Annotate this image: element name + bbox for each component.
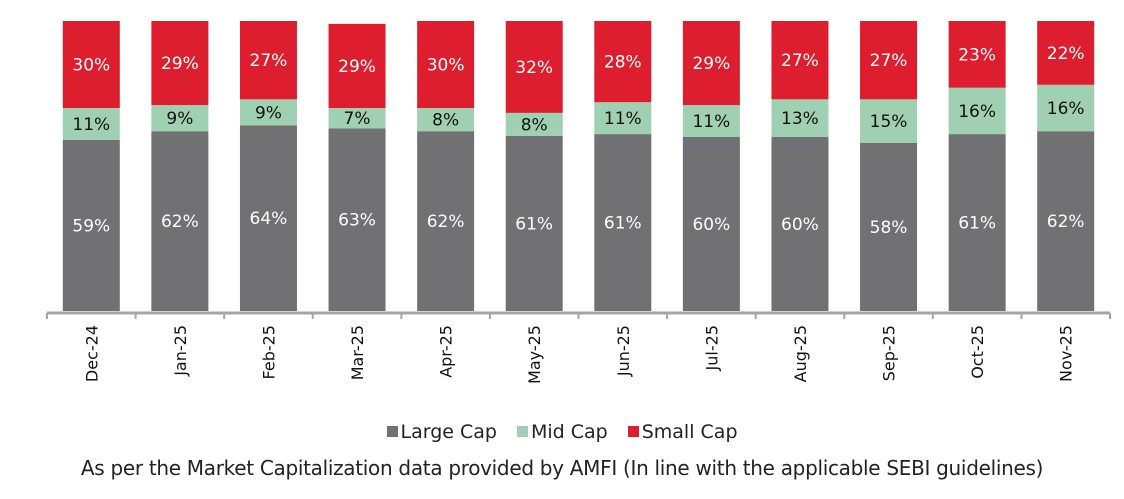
x-tick-label-dec-24: Dec-24 (82, 325, 101, 382)
bar-segment-mid-cap-may-25 (505, 112, 563, 136)
data-label-large-cap-oct-25: 61% (958, 214, 996, 234)
data-label-mid-cap-nov-25: 16% (1047, 99, 1085, 119)
bar-segment-large-cap-dec-24 (62, 139, 120, 311)
data-label-mid-cap-apr-25: 8% (432, 111, 459, 131)
legend-label-large-cap: Large Cap (400, 420, 497, 443)
legend-item-large-cap: Large Cap (386, 420, 497, 443)
legend-label-mid-cap: Mid Cap (530, 420, 608, 443)
legend-swatch-large-cap (386, 426, 398, 437)
data-label-large-cap-jun-25: 61% (604, 214, 642, 234)
bar-segment-mid-cap-jun-25 (594, 102, 652, 135)
x-tick-label-mar-25: Mar-25 (348, 325, 367, 380)
bar-segment-small-cap-oct-25 (948, 21, 1006, 88)
legend-item-mid-cap: Mid Cap (516, 420, 608, 443)
data-label-small-cap-sep-25: 27% (870, 51, 908, 71)
bar-segment-small-cap-dec-24 (62, 21, 120, 108)
data-label-large-cap-mar-25: 63% (338, 211, 376, 231)
data-label-small-cap-jan-25: 29% (161, 54, 199, 74)
data-label-mid-cap-mar-25: 7% (344, 109, 371, 129)
bar-segment-mid-cap-apr-25 (417, 108, 475, 132)
bar-segment-large-cap-nov-25 (1037, 131, 1095, 311)
bar-segment-mid-cap-mar-25 (328, 108, 386, 129)
data-label-mid-cap-jan-25: 9% (166, 109, 193, 129)
bar-segment-large-cap-feb-25 (239, 125, 297, 312)
x-tick-label-oct-25: Oct-25 (968, 325, 987, 379)
data-label-mid-cap-feb-25: 9% (255, 103, 282, 123)
data-label-mid-cap-dec-24: 11% (72, 115, 110, 135)
bar-segment-small-cap-may-25 (505, 21, 563, 113)
data-label-mid-cap-jul-25: 11% (692, 112, 730, 132)
x-tick-label-may-25: May-25 (525, 325, 544, 384)
bar-segment-small-cap-feb-25 (239, 21, 297, 100)
x-tick-label-sep-25: Sep-25 (880, 325, 899, 381)
data-label-large-cap-jan-25: 62% (161, 212, 199, 232)
data-label-large-cap-nov-25: 62% (1047, 212, 1085, 232)
bar-segment-small-cap-jun-25 (594, 21, 652, 103)
x-tick-label-feb-25: Feb-25 (259, 325, 278, 379)
bar-segment-large-cap-jul-25 (682, 137, 740, 311)
bar-segment-small-cap-jul-25 (682, 21, 740, 106)
bar-segment-mid-cap-oct-25 (948, 87, 1006, 135)
bar-segment-large-cap-aug-25 (771, 137, 829, 311)
x-tick-labels: Dec-24 Jan-25 Feb-25 Mar-25 Apr-25 May-25 Jun-… (82, 325, 1075, 384)
data-label-small-cap-may-25: 32% (515, 58, 553, 78)
data-label-small-cap-nov-25: 22% (1047, 44, 1085, 64)
x-axis (46, 311, 1111, 319)
data-label-mid-cap-aug-25: 13% (781, 109, 819, 129)
bar-segment-small-cap-sep-25 (860, 21, 918, 100)
bar-segment-large-cap-may-25 (505, 135, 563, 311)
bar-segment-large-cap-mar-25 (328, 128, 386, 311)
data-label-large-cap-sep-25: 58% (870, 218, 908, 238)
legend-swatch-mid-cap (516, 426, 528, 437)
bar-segment-small-cap-jan-25 (151, 21, 209, 106)
bars-group: 59% 11% 30% 62% 9% 29% 64% 9% 27% 63% 7% 29% 62% 8% 30… (62, 21, 1095, 312)
data-label-large-cap-apr-25: 62% (427, 212, 465, 232)
x-tick-label-apr-25: Apr-25 (437, 325, 456, 378)
legend-item-small-cap: Small Cap (627, 420, 738, 443)
data-label-small-cap-oct-25: 23% (958, 45, 996, 65)
x-tick-label-jan-25: Jan-25 (171, 325, 190, 377)
stacked-bar-chart: 59% 11% 30% 62% 9% 29% 64% 9% 27% 63% 7% 29% 62% 8% 30… (46, 21, 1111, 384)
data-label-large-cap-feb-25: 64% (250, 209, 288, 229)
data-label-small-cap-jun-25: 28% (604, 53, 642, 73)
x-tick-label-jul-25: Jul-25 (702, 325, 721, 371)
data-label-mid-cap-oct-25: 16% (958, 102, 996, 122)
bar-segment-mid-cap-jul-25 (682, 105, 740, 137)
legend: Large Cap Mid Cap Small Cap (0, 420, 1124, 443)
bar-segment-mid-cap-dec-24 (62, 108, 120, 140)
data-label-large-cap-jul-25: 60% (692, 215, 730, 235)
bar-segment-mid-cap-sep-25 (860, 99, 918, 143)
data-label-small-cap-apr-25: 30% (427, 56, 465, 76)
x-tick-label-aug-25: Aug-25 (791, 325, 810, 382)
bar-segment-mid-cap-aug-25 (771, 99, 829, 137)
bar-segment-small-cap-apr-25 (417, 21, 475, 108)
data-label-small-cap-aug-25: 27% (781, 51, 819, 71)
bar-segment-large-cap-oct-25 (948, 134, 1006, 311)
bar-segment-large-cap-jan-25 (151, 131, 209, 311)
data-label-large-cap-aug-25: 60% (781, 215, 819, 235)
data-label-small-cap-dec-24: 30% (72, 56, 110, 76)
data-label-small-cap-jul-25: 29% (692, 54, 730, 74)
legend-swatch-small-cap (627, 426, 639, 437)
data-label-mid-cap-sep-25: 15% (870, 112, 908, 132)
data-label-small-cap-mar-25: 29% (338, 57, 376, 77)
data-label-mid-cap-may-25: 8% (521, 115, 548, 135)
data-label-large-cap-may-25: 61% (515, 214, 553, 234)
data-label-small-cap-feb-25: 27% (250, 51, 288, 71)
bar-segment-mid-cap-jan-25 (151, 105, 209, 132)
legend-label-small-cap: Small Cap (641, 420, 738, 443)
x-tick-label-nov-25: Nov-25 (1057, 325, 1076, 382)
data-label-large-cap-dec-24: 59% (72, 216, 110, 236)
bar-segment-small-cap-nov-25 (1037, 21, 1095, 85)
bar-segment-small-cap-aug-25 (771, 21, 829, 100)
footnote: As per the Market Capitalization data pr… (80, 456, 1044, 480)
bar-segment-mid-cap-feb-25 (239, 99, 297, 126)
data-label-mid-cap-jun-25: 11% (604, 109, 642, 129)
bar-segment-mid-cap-nov-25 (1037, 84, 1095, 132)
bar-segment-large-cap-apr-25 (417, 131, 475, 311)
bar-segment-small-cap-mar-25 (328, 23, 386, 108)
x-tick-label-jun-25: Jun-25 (614, 325, 633, 377)
bar-segment-large-cap-sep-25 (860, 142, 918, 311)
bar-segment-large-cap-jun-25 (594, 134, 652, 311)
